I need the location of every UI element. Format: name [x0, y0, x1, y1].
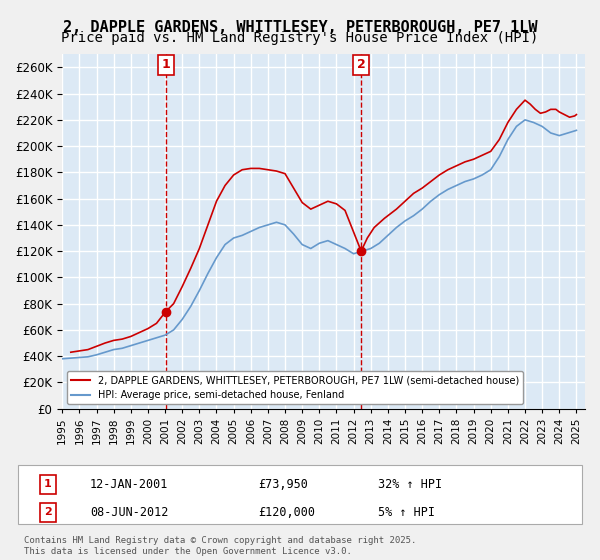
- FancyBboxPatch shape: [18, 465, 582, 524]
- Text: 2: 2: [44, 507, 52, 517]
- Text: 2: 2: [357, 58, 365, 71]
- Text: 2, DAPPLE GARDENS, WHITTLESEY, PETERBOROUGH, PE7 1LW: 2, DAPPLE GARDENS, WHITTLESEY, PETERBORO…: [63, 20, 537, 35]
- Legend: 2, DAPPLE GARDENS, WHITTLESEY, PETERBOROUGH, PE7 1LW (semi-detached house), HPI:: 2, DAPPLE GARDENS, WHITTLESEY, PETERBORO…: [67, 371, 523, 404]
- Text: 1: 1: [161, 58, 170, 71]
- Text: 12-JAN-2001: 12-JAN-2001: [90, 478, 169, 491]
- Text: 08-JUN-2012: 08-JUN-2012: [90, 506, 169, 519]
- Text: Price paid vs. HM Land Registry's House Price Index (HPI): Price paid vs. HM Land Registry's House …: [61, 31, 539, 45]
- Text: Contains HM Land Registry data © Crown copyright and database right 2025.
This d: Contains HM Land Registry data © Crown c…: [24, 536, 416, 556]
- Text: 5% ↑ HPI: 5% ↑ HPI: [378, 506, 435, 519]
- Text: £120,000: £120,000: [258, 506, 315, 519]
- Text: £73,950: £73,950: [258, 478, 308, 491]
- Text: 32% ↑ HPI: 32% ↑ HPI: [378, 478, 442, 491]
- Text: 1: 1: [44, 479, 52, 489]
